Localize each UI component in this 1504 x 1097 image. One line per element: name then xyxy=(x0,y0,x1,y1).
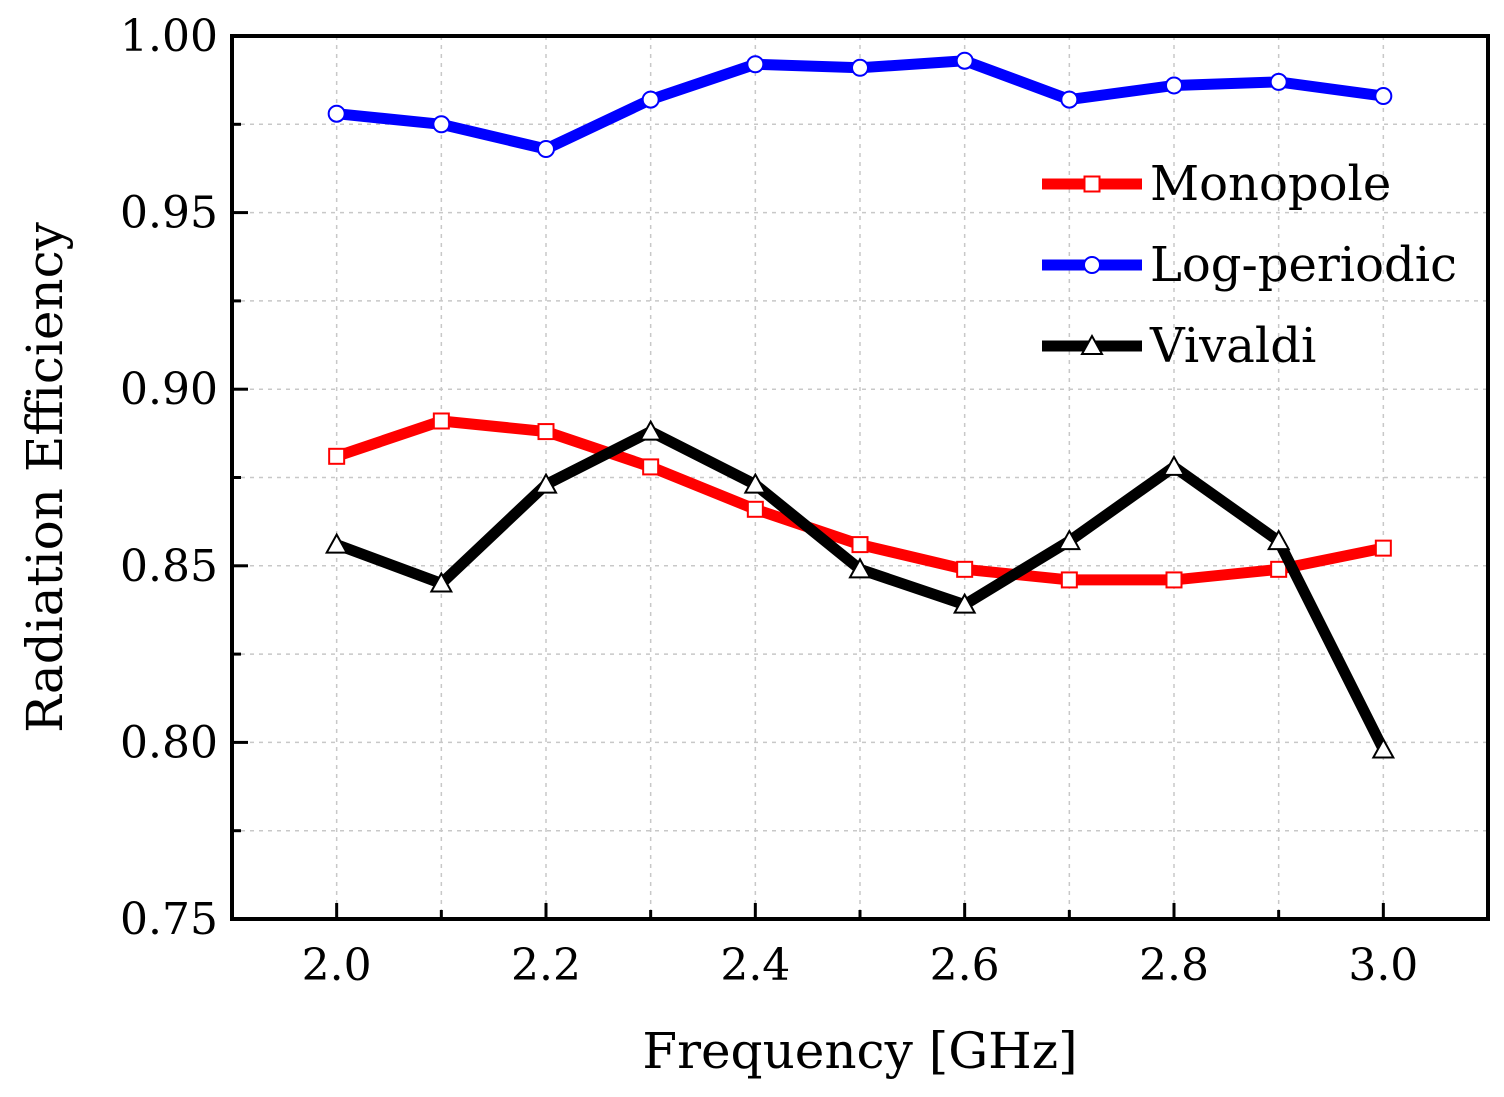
x-axis-title: Frequency [GHz] xyxy=(642,1022,1077,1080)
legend-marker-log-periodic xyxy=(1083,256,1101,274)
data-point-vivaldi xyxy=(638,419,663,441)
y-tick-label: 0.85 xyxy=(120,541,218,592)
tick-layer: 0.75 0.80 0.85 0.90 0.95 1.00 2.0 2.2 2.4 2.6 2.8 3… xyxy=(120,11,1418,991)
data-point-log-periodic xyxy=(1060,90,1079,109)
legend-label-log-periodic: Log-periodic xyxy=(1150,237,1457,293)
data-point-log-periodic xyxy=(327,104,346,123)
label-layer: Frequency [GHz] Radiation Efficiency xyxy=(16,221,1078,1080)
data-point-monopole xyxy=(956,560,974,578)
data-point-monopole xyxy=(1060,571,1078,589)
data-point-vivaldi xyxy=(952,592,977,614)
y-tick-label: 0.75 xyxy=(120,894,218,945)
data-point-log-periodic xyxy=(1165,76,1183,95)
data-point-vivaldi xyxy=(743,472,768,494)
data-point-log-periodic xyxy=(746,55,765,74)
x-tick-label: 3.0 xyxy=(1348,940,1418,991)
x-tick-label: 2.6 xyxy=(930,940,1000,991)
data-point-vivaldi xyxy=(1371,737,1396,759)
data-point-log-periodic xyxy=(1374,87,1393,106)
y-tick-label: 0.80 xyxy=(120,717,218,768)
data-point-log-periodic xyxy=(537,140,555,159)
data-point-monopole xyxy=(642,458,660,476)
y-axis-title: Radiation Efficiency xyxy=(16,221,74,732)
data-point-monopole xyxy=(537,423,555,441)
y-tick-label: 1.00 xyxy=(120,11,218,62)
legend-label-monopole: Monopole xyxy=(1150,156,1391,212)
x-tick-label: 2.4 xyxy=(720,940,790,991)
data-point-vivaldi xyxy=(1057,529,1082,551)
data-point-monopole xyxy=(1165,571,1183,589)
data-point-monopole xyxy=(1374,539,1392,557)
data-point-vivaldi xyxy=(1266,529,1291,551)
x-tick-label: 2.8 xyxy=(1139,940,1209,991)
x-tick-label: 2.2 xyxy=(511,940,581,991)
data-point-log-periodic xyxy=(641,90,660,109)
legend-marker-monopole xyxy=(1083,175,1101,193)
data-point-vivaldi xyxy=(848,557,872,579)
y-tick-label: 0.90 xyxy=(120,364,218,415)
data-point-monopole xyxy=(328,447,346,465)
data-point-monopole xyxy=(432,412,450,430)
data-point-monopole xyxy=(851,536,869,554)
data-point-vivaldi xyxy=(429,571,454,593)
data-point-log-periodic xyxy=(1269,72,1288,91)
data-point-vivaldi xyxy=(324,532,349,554)
legend-label-vivaldi: Vivaldi xyxy=(1149,318,1316,374)
legend: Monopole Log-periodic Vivaldi xyxy=(1042,156,1457,374)
data-point-vivaldi xyxy=(1162,454,1186,476)
y-tick-label: 0.95 xyxy=(120,188,218,239)
data-point-monopole xyxy=(1270,560,1288,578)
data-point-log-periodic xyxy=(851,58,869,77)
data-point-vivaldi xyxy=(534,472,558,494)
data-point-log-periodic xyxy=(432,115,451,134)
data-point-log-periodic xyxy=(955,51,974,70)
x-tick-label: 2.0 xyxy=(302,940,372,991)
series-layer xyxy=(324,51,1396,759)
data-point-monopole xyxy=(746,500,764,518)
legend-marker-vivaldi xyxy=(1080,333,1104,355)
